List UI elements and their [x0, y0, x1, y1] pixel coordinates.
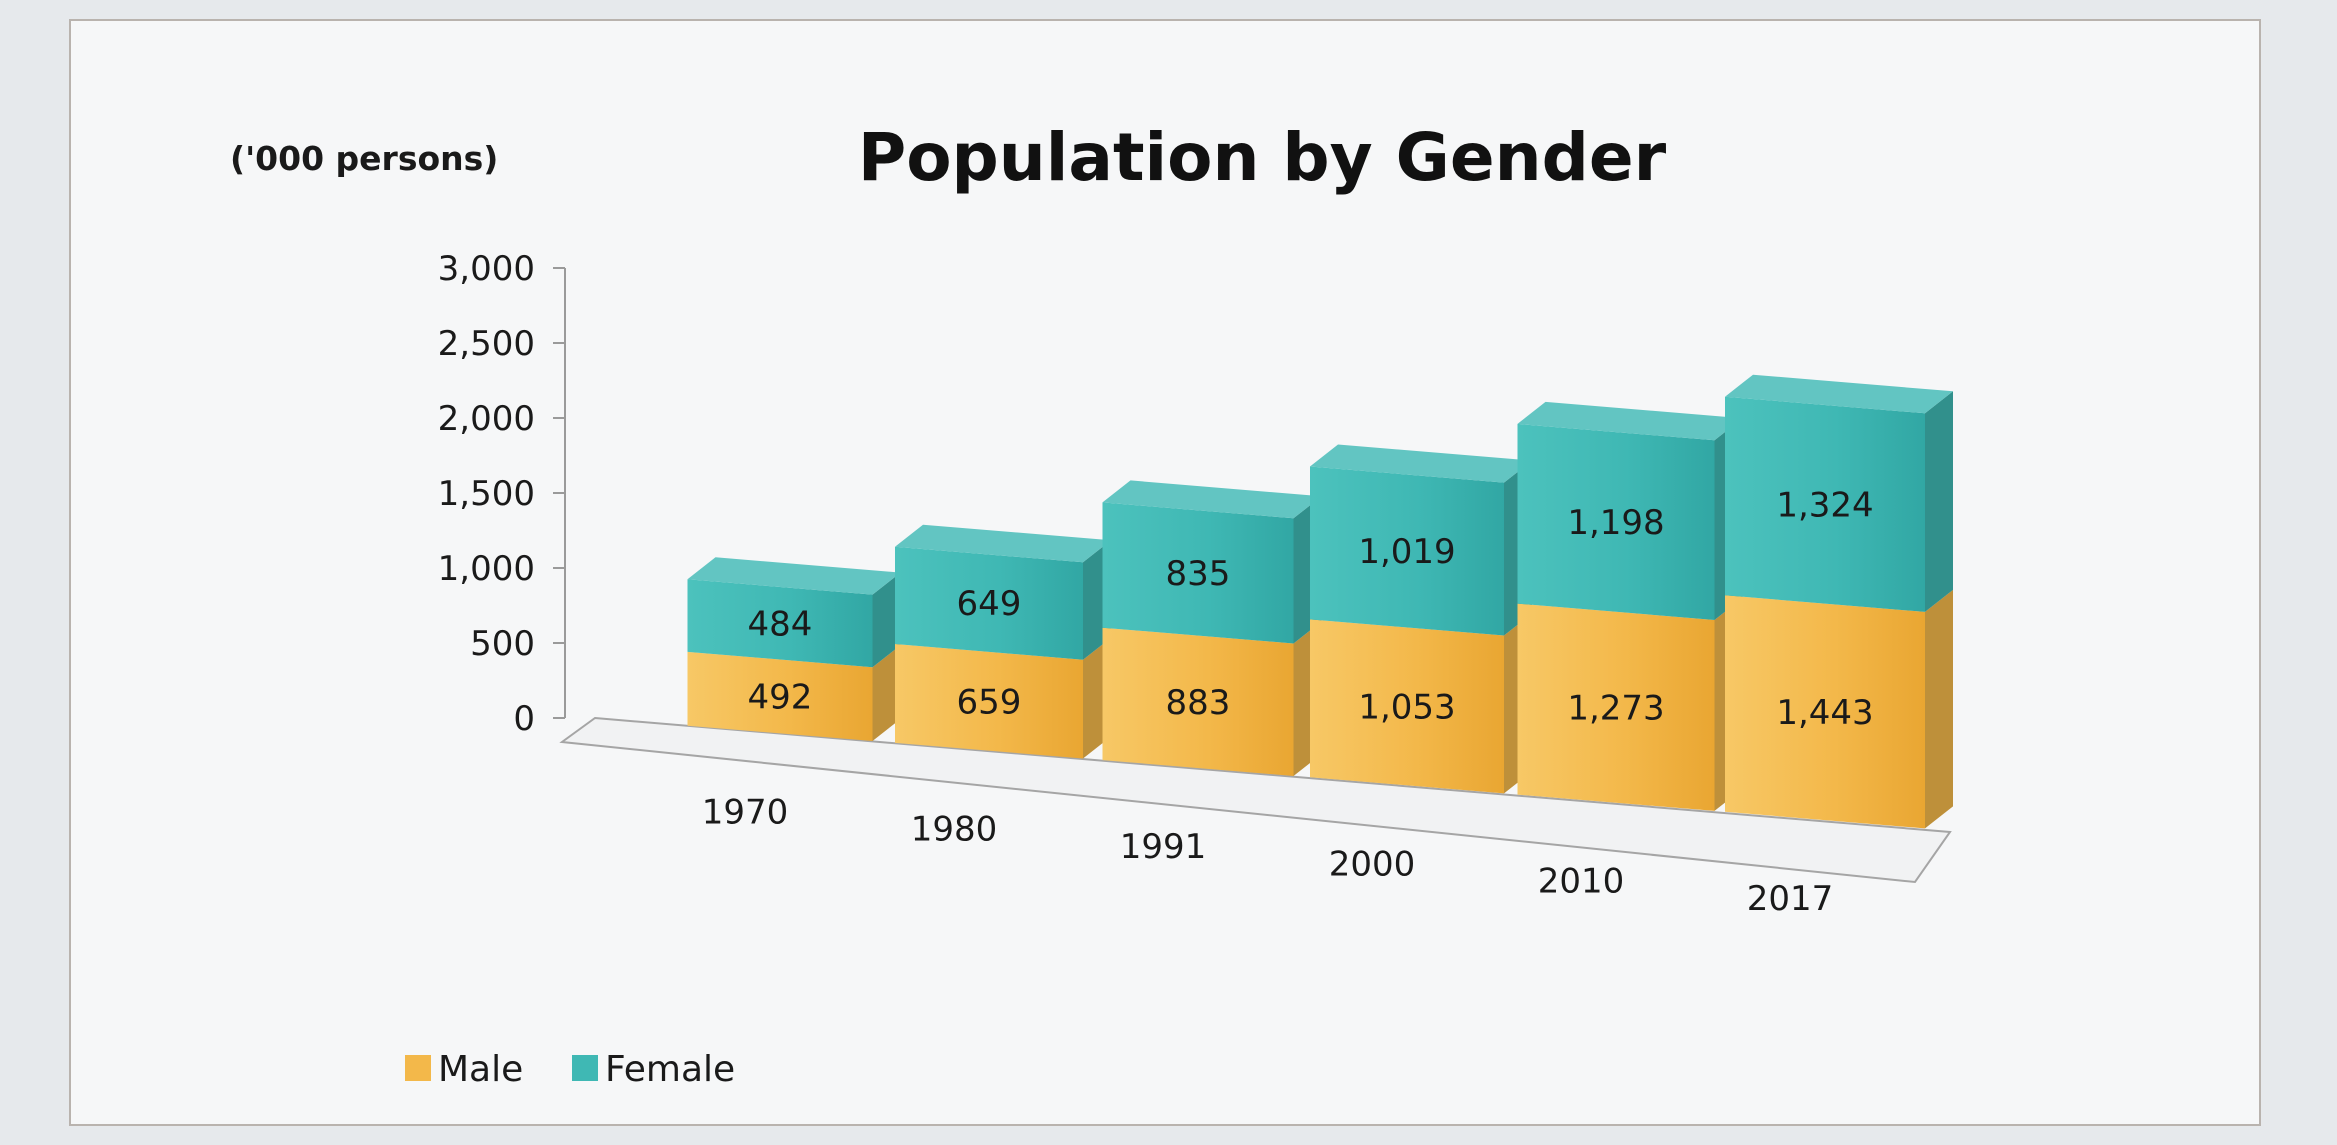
y-axis-ticks: 0 500 1,000 1,500 2,000 2,500 3,000 [438, 249, 565, 739]
bar-side-face [1925, 391, 1953, 612]
bar-side-face [1925, 589, 1953, 829]
x-axis-categories: 1970 1980 1991 2000 2010 2017 [702, 792, 1834, 919]
data-label-female: 1,198 [1567, 503, 1664, 543]
unit-label: ('000 persons) [230, 139, 498, 178]
y-tick-label: 500 [470, 624, 535, 664]
data-label-female: 649 [957, 584, 1022, 624]
bar-front-face [687, 579, 873, 668]
bar-male-1970 [687, 645, 901, 741]
bar-front-face [1102, 627, 1294, 776]
y-tick-label: 0 [513, 699, 535, 739]
x-category-label: 1980 [911, 810, 998, 850]
legend-swatch-male [405, 1055, 431, 1081]
chart-title: Population by Gender [858, 119, 1667, 196]
bar-front-face [1310, 466, 1504, 636]
data-label-female: 1,324 [1776, 485, 1873, 525]
bar-side-face [872, 645, 901, 741]
data-label-male: 883 [1166, 683, 1231, 723]
bar-top-face [895, 524, 1111, 563]
bar-top-face [1102, 480, 1322, 519]
x-category-label: 2017 [1747, 879, 1834, 919]
bar-side-face [872, 572, 901, 668]
legend-label-male: Male [438, 1049, 523, 1090]
x-category-label: 2000 [1329, 844, 1416, 884]
bar-front-face [687, 651, 873, 741]
bar-front-face [1310, 619, 1504, 794]
y-tick-label: 2,000 [438, 399, 535, 439]
bar-female-1970 [687, 557, 901, 668]
data-label-female: 484 [748, 604, 813, 644]
bar-front-face [1102, 502, 1294, 644]
data-label-male: 1,273 [1567, 688, 1664, 728]
data-label-male: 492 [748, 677, 813, 717]
legend-label-female: Female [605, 1049, 735, 1090]
bar-front-face [1725, 396, 1925, 612]
bar-male-2017 [1725, 589, 1953, 829]
bar-front-face [895, 546, 1083, 660]
y-tick-label: 1,000 [438, 549, 535, 589]
data-label-male: 1,443 [1776, 693, 1873, 733]
x-category-label: 1991 [1120, 827, 1207, 867]
chart-bars: 492 484 659 649 883 835 1,053 1,019 1,273 1,198 1,… [687, 374, 1953, 829]
y-tick-label: 2,500 [438, 324, 535, 364]
y-tick-label: 1,500 [438, 474, 535, 514]
bar-front-face [1517, 423, 1715, 620]
data-label-female: 835 [1166, 554, 1231, 594]
legend-swatch-female [572, 1055, 598, 1081]
x-category-label: 1970 [702, 792, 789, 832]
data-label-male: 659 [957, 682, 1022, 722]
y-tick-label: 3,000 [438, 249, 535, 289]
bar-female-2017 [1725, 374, 1953, 612]
bar-front-face [1725, 595, 1925, 829]
x-category-label: 2010 [1538, 862, 1625, 902]
bar-top-face [1517, 401, 1743, 441]
data-label-male: 1,053 [1358, 687, 1455, 727]
chart-legend: Male Female [405, 1049, 735, 1090]
bar-top-face [1725, 374, 1953, 414]
bar-top-face [1310, 444, 1532, 483]
data-label-female: 1,019 [1358, 532, 1455, 572]
bar-front-face [895, 644, 1083, 759]
bar-front-face [1517, 603, 1715, 811]
bar-top-face [687, 557, 901, 595]
chart-floor [559, 716, 1952, 884]
